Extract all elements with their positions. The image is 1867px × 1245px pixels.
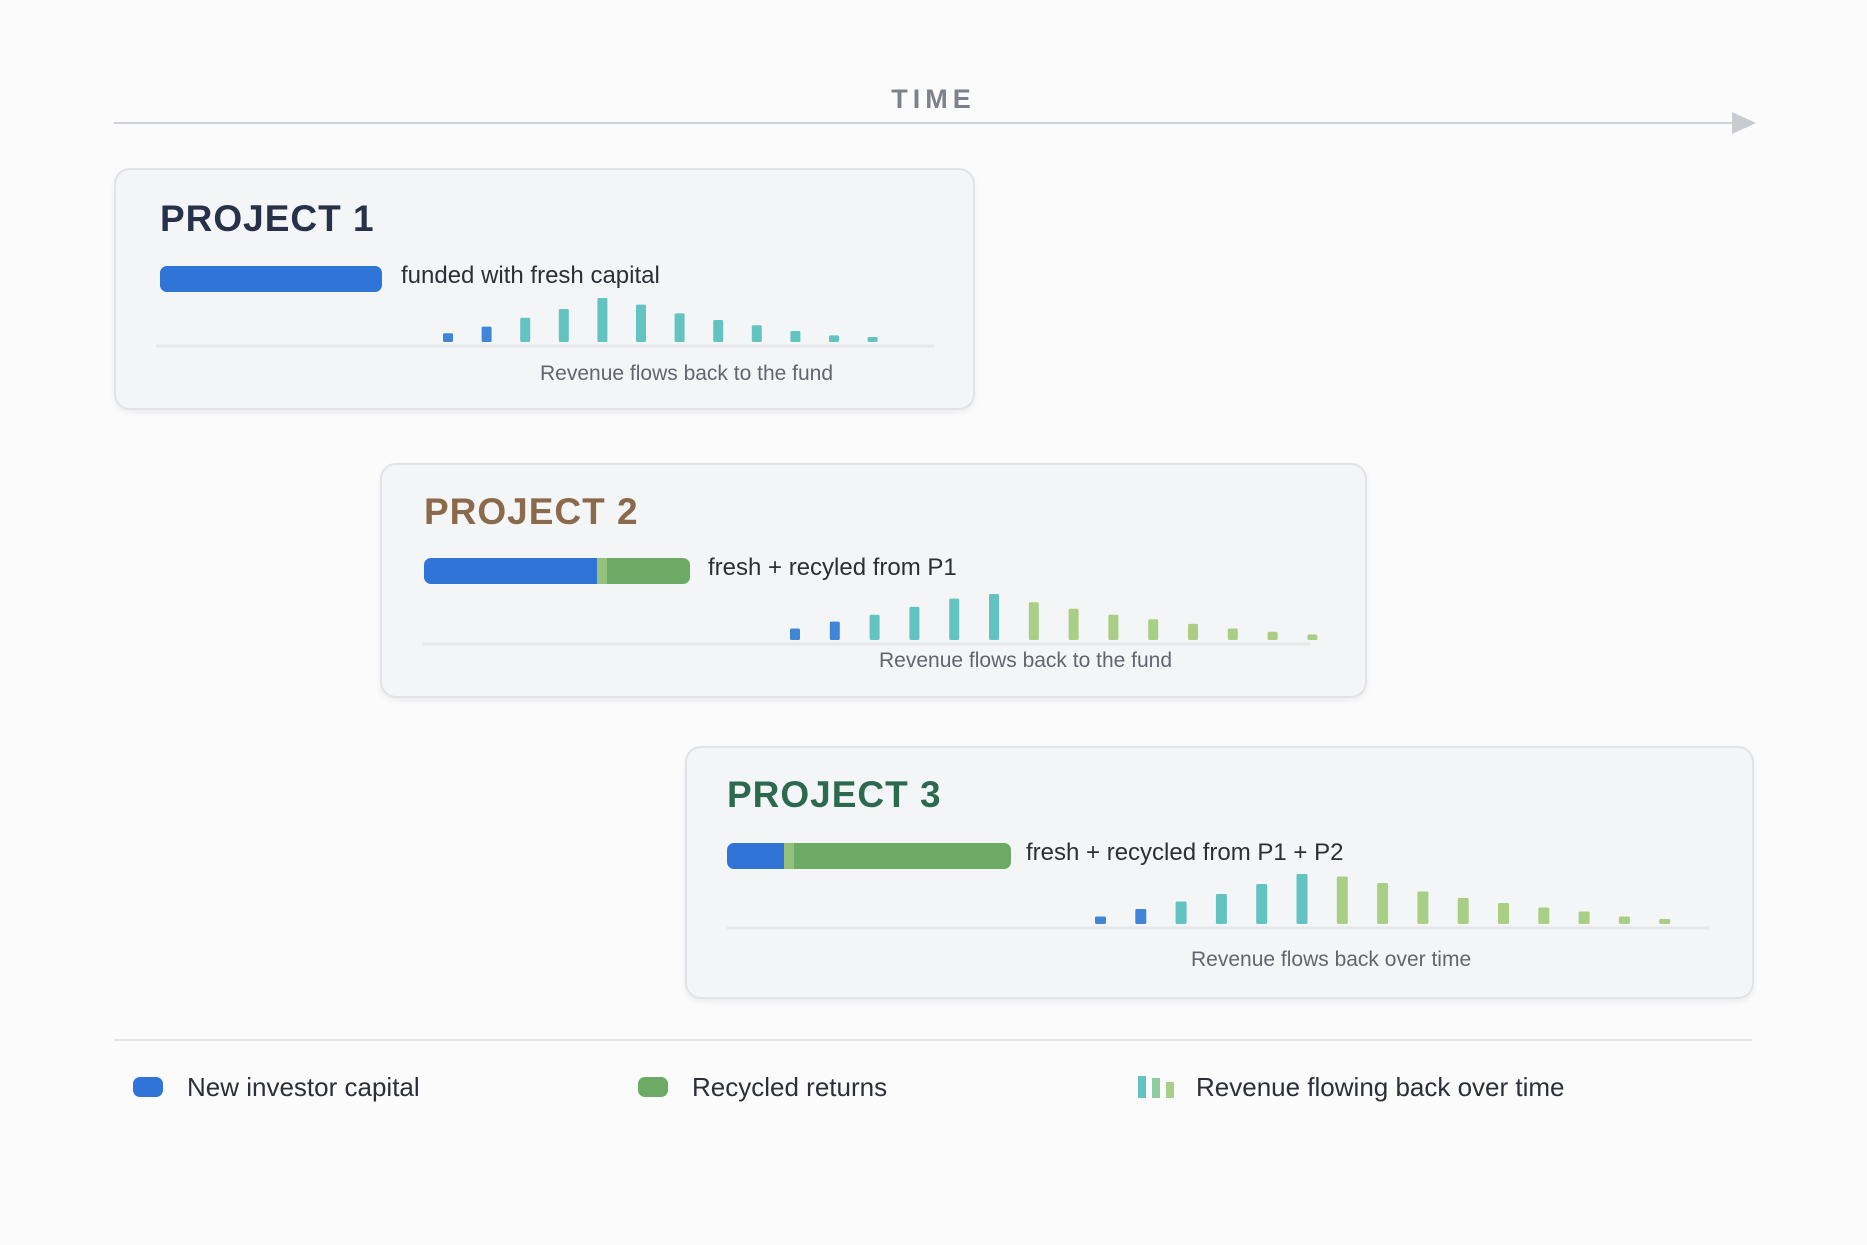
revenue-bar <box>443 333 453 342</box>
project-3-capital-bar <box>727 843 1011 869</box>
revenue-bar <box>1175 901 1187 924</box>
revenue-swatch-bar <box>1166 1082 1174 1098</box>
revenue-bar <box>558 309 569 342</box>
revenue-bar <box>1296 874 1308 924</box>
project-2-revenue-chart <box>422 594 1318 646</box>
capital-fresh-segment <box>424 558 597 584</box>
project-1-revenue-label: Revenue flows back to the fund <box>540 362 834 385</box>
legend-fresh-label: New investor capital <box>187 1071 420 1102</box>
fresh-swatch <box>133 1077 163 1097</box>
revenue-bar <box>1618 916 1630 924</box>
revenue-bar <box>1457 898 1469 924</box>
revenue-bar <box>1068 608 1079 640</box>
revenue-swatch-bar <box>1138 1076 1146 1098</box>
project-1-card: PROJECT 1 funded with fresh capital Reve… <box>114 168 975 410</box>
project-2-title: PROJECT 2 <box>424 491 639 532</box>
revenue-bar <box>1659 919 1671 924</box>
revenue-bar <box>869 614 880 640</box>
revenue-bar <box>790 628 800 640</box>
project-3-card: PROJECT 3 fresh + recycled from P1 + P2 … <box>685 746 1754 999</box>
revenue-bar <box>829 621 840 640</box>
revenue-swatch-bar <box>1152 1078 1160 1098</box>
revenue-bar <box>1135 909 1147 924</box>
revenue-bars-swatch <box>1138 1076 1174 1098</box>
legend-revenue: Revenue flowing back over time <box>1138 1070 1565 1104</box>
project-1-capital-label: funded with fresh capital <box>401 262 660 289</box>
revenue-bar <box>1267 631 1278 640</box>
capital-fresh-segment <box>727 843 784 869</box>
project-3-revenue-label: Revenue flows back over time <box>1191 948 1472 971</box>
project-2-capital-label: fresh + recyled from P1 <box>708 554 957 581</box>
revenue-bar <box>1028 602 1039 640</box>
legend-divider <box>114 1039 1752 1041</box>
capital-recycled-segment <box>794 843 1011 869</box>
revenue-bar <box>674 313 685 342</box>
revenue-bar <box>1108 614 1119 640</box>
capital-join-segment <box>597 558 607 584</box>
revenue-bar <box>1538 907 1550 924</box>
project-3-revenue-chart <box>727 874 1709 930</box>
revenue-bar <box>636 304 646 342</box>
revenue-bar <box>1578 911 1590 924</box>
revenue-bar <box>1215 894 1227 924</box>
revenue-bar <box>1417 891 1429 924</box>
legend-fresh: New investor capital <box>133 1070 420 1104</box>
revenue-bar <box>1148 619 1159 640</box>
revenue-bar <box>1188 623 1198 640</box>
capital-fresh-segment <box>160 266 382 292</box>
project-3-title: PROJECT 3 <box>727 774 942 815</box>
revenue-bar <box>1227 628 1238 640</box>
legend-recycled-label: Recycled returns <box>692 1071 888 1102</box>
revenue-bar <box>1498 903 1509 924</box>
revenue-bar <box>1307 634 1318 640</box>
revenue-bar <box>1095 916 1106 924</box>
project-2-card: PROJECT 2 fresh + recyled from P1 Revenu… <box>380 463 1367 698</box>
revenue-bar <box>1256 884 1268 924</box>
revenue-bar <box>1377 883 1389 924</box>
capital-recycled-segment <box>607 558 690 584</box>
revenue-bar <box>989 594 999 640</box>
project-3-capital-label: fresh + recycled from P1 + P2 <box>1026 839 1344 866</box>
revenue-bar <box>597 298 608 342</box>
time-axis-arrow <box>114 112 1756 134</box>
legend-recycled: Recycled returns <box>638 1070 887 1104</box>
legend-revenue-label: Revenue flowing back over time <box>1196 1071 1565 1102</box>
capital-join-segment <box>784 843 794 869</box>
revenue-bar <box>481 326 492 342</box>
revenue-bar <box>909 606 920 640</box>
project-1-revenue-chart <box>156 298 934 348</box>
revenue-bar <box>949 598 960 640</box>
revenue-bar <box>867 337 878 342</box>
revenue-bar <box>790 331 801 342</box>
revenue-bar <box>829 335 839 342</box>
revenue-bar <box>1336 876 1348 924</box>
revenue-bar <box>751 325 762 342</box>
project-2-revenue-label: Revenue flows back to the fund <box>879 649 1173 672</box>
revenue-bar <box>520 317 531 342</box>
project-2-capital-bar <box>424 558 690 584</box>
project-1-capital-bar <box>160 266 382 292</box>
revenue-bar <box>713 320 724 342</box>
recycled-swatch <box>638 1077 668 1097</box>
project-1-title: PROJECT 1 <box>160 198 375 239</box>
time-axis-label: TIME <box>891 84 976 114</box>
